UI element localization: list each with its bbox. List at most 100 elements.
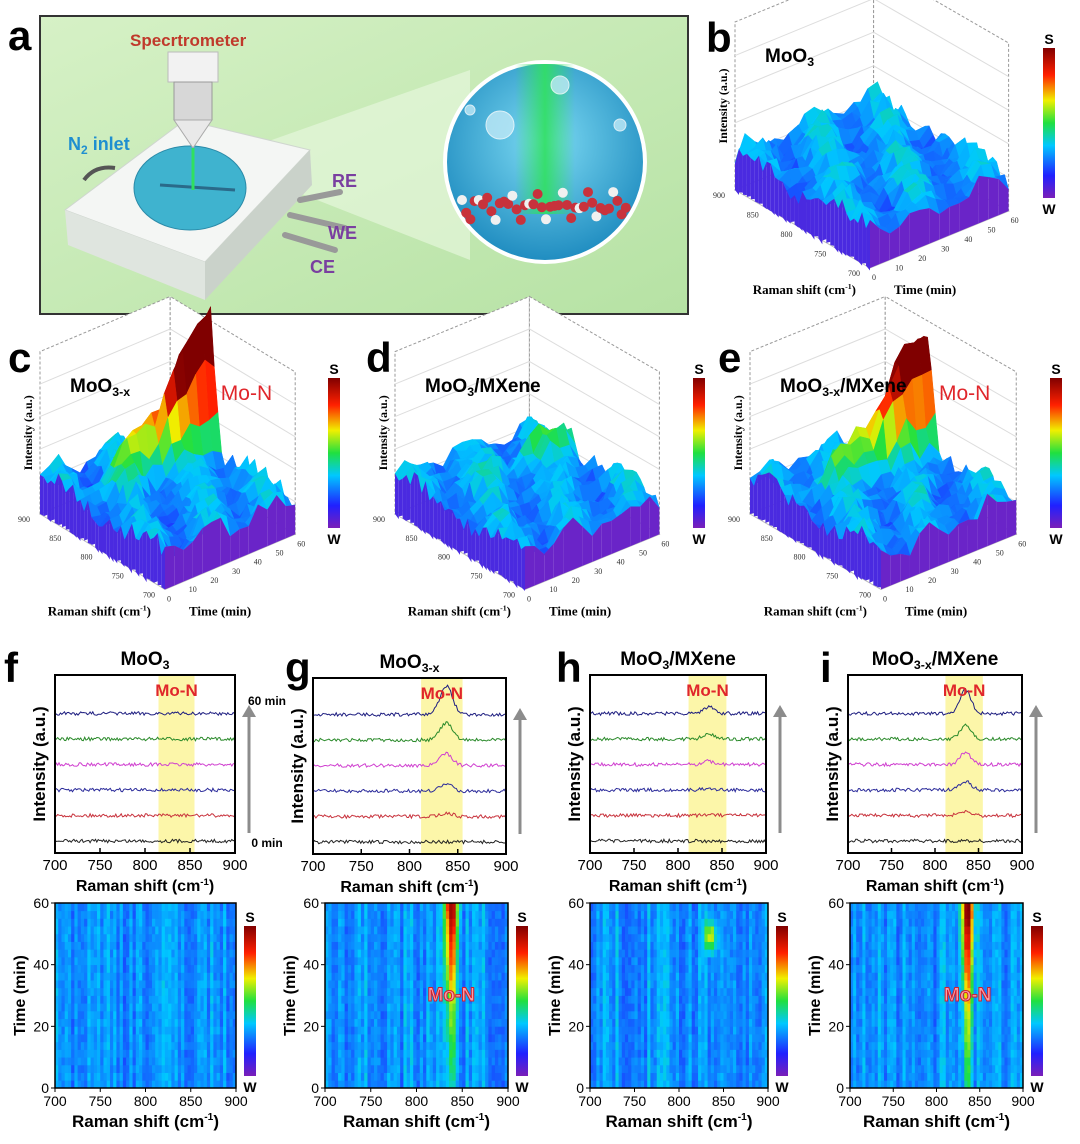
y-axis-label: Time (min) — [549, 603, 611, 618]
heatmap-cell — [113, 964, 117, 973]
heatmap-cell — [193, 1057, 198, 1066]
heatmap-cell — [77, 972, 82, 981]
heatmap-cell — [367, 1072, 372, 1081]
surface-skirt — [814, 198, 819, 237]
heatmap-cell — [481, 980, 486, 989]
heatmap-cell — [168, 1080, 172, 1089]
heatmap-cell — [77, 1018, 82, 1027]
heatmap-cell — [393, 933, 398, 942]
heatmap-cell — [223, 910, 227, 919]
heatmap-cell — [439, 949, 444, 958]
heatmap-cell — [132, 1049, 137, 1058]
heatmap-cell — [226, 980, 230, 989]
heatmap-cell — [100, 903, 104, 912]
heatmap-cell — [400, 926, 404, 935]
heatmap-cell — [77, 949, 82, 958]
heatmap-cell — [229, 1034, 234, 1043]
heatmap-cell — [87, 980, 91, 989]
heatmap-cell — [449, 1080, 453, 1089]
heatmap-cell — [226, 918, 230, 927]
heatmap-cell — [396, 1080, 401, 1089]
heatmap-cell — [360, 995, 365, 1004]
heatmap-cell — [103, 956, 108, 966]
heatmap-cell — [219, 972, 224, 981]
heatmap-cell — [206, 1034, 211, 1043]
heatmap-cell — [400, 903, 404, 912]
surface-skirt — [873, 541, 878, 587]
heatmap-cell — [439, 1080, 444, 1089]
heatmap-cell — [181, 949, 185, 958]
surface-skirt — [846, 526, 851, 574]
heatmap-cell — [184, 933, 188, 942]
heatmap-cell — [61, 903, 66, 912]
heatmap-cell — [177, 964, 182, 973]
heatmap-cell — [423, 1057, 427, 1066]
heatmap-cell — [436, 1049, 440, 1058]
heatmap-cell — [213, 1041, 218, 1050]
heatmap-cell — [472, 1064, 476, 1073]
heatmap-cell — [400, 995, 404, 1004]
heatmap-cell — [347, 1003, 352, 1012]
heatmap-cell — [109, 926, 114, 935]
heatmap-cell — [135, 1003, 140, 1012]
gridline — [39, 360, 296, 438]
heatmap-cell — [161, 1057, 166, 1066]
heatmap-cell — [126, 941, 130, 950]
heatmap-cell — [132, 1072, 137, 1081]
heatmap-cell — [148, 1003, 153, 1012]
heatmap-cell — [206, 941, 211, 950]
heatmap-cell — [203, 972, 208, 981]
heatmap-cell — [126, 956, 130, 966]
heatmap-cell — [429, 926, 434, 935]
heatmap-cell — [413, 1072, 417, 1081]
heatmap-cell — [109, 980, 114, 989]
heatmap-cell — [158, 987, 163, 996]
heatmap-cell — [445, 933, 450, 942]
heatmap-cell — [142, 1049, 146, 1058]
heatmap-cell — [416, 926, 421, 935]
heatmap-cell — [403, 1057, 408, 1066]
surface-skirt — [69, 484, 74, 535]
heatmap-cell — [97, 1064, 101, 1073]
heatmap-cell — [439, 941, 444, 950]
panel-title: MoO3-x/MXene — [872, 649, 999, 672]
heatmap-cell — [481, 1010, 486, 1020]
heatmap-cell — [462, 1072, 466, 1081]
heatmap-cell — [347, 910, 352, 919]
heatmap-cell — [71, 995, 75, 1004]
heatmap-cell — [187, 926, 192, 935]
heatmap-cell — [360, 1064, 365, 1073]
heatmap-cell — [67, 987, 72, 996]
heatmap-cell — [184, 910, 188, 919]
heatmap-cell — [135, 1034, 140, 1043]
heatmap-cell — [475, 1003, 479, 1012]
heatmap-cell — [360, 1049, 365, 1058]
heatmap-cell — [200, 964, 205, 973]
heatmap-cell — [181, 1003, 185, 1012]
heatmap-cell — [132, 980, 137, 989]
panel-title: MoO3/MXene — [620, 649, 736, 672]
heatmap-cell — [462, 910, 466, 919]
heatmap-cell — [132, 941, 137, 950]
title-main: MoO — [379, 652, 421, 673]
heatmap-cell — [77, 964, 82, 973]
heatmap-cell — [485, 1041, 489, 1050]
heatmap-cell — [161, 1018, 166, 1027]
heatmap-cell — [387, 1064, 391, 1073]
heatmap-cell — [226, 1018, 230, 1027]
heatmap-cell — [331, 918, 336, 927]
surface-skirt — [153, 533, 158, 583]
surface-skirt — [73, 484, 77, 538]
heatmap-cell — [393, 918, 398, 927]
panel-title: MoO3-x — [379, 652, 439, 675]
heatmap-cell — [126, 1049, 130, 1058]
heatmap-cell — [452, 949, 457, 958]
heatmap-cell — [106, 1026, 111, 1035]
heatmap-cell — [223, 1041, 227, 1050]
mo-n-annotation: Mo-N — [939, 382, 990, 405]
heatmap-cell — [374, 1034, 378, 1043]
heatmap-cell — [380, 980, 385, 989]
heatmap-cell — [84, 995, 88, 1004]
heatmap-cell — [229, 1057, 234, 1066]
